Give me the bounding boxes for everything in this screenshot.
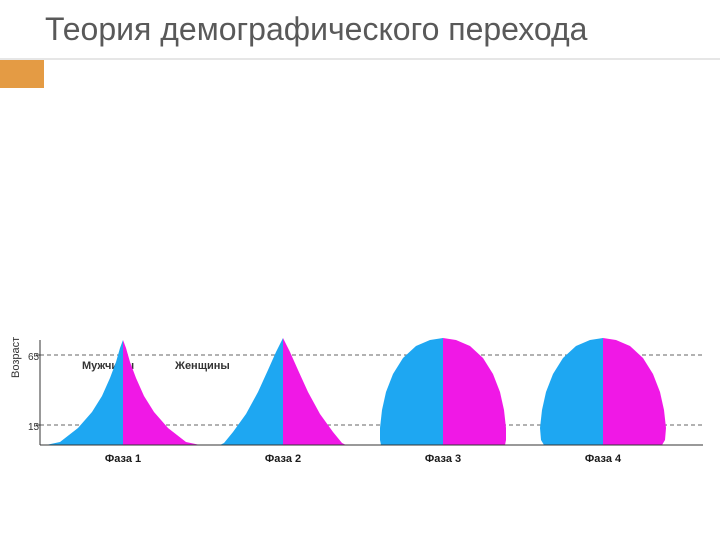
pyramid-chart [28, 330, 703, 500]
phase-label-2: Фаза 2 [223, 453, 343, 465]
y-axis-label: Возраст [10, 337, 22, 378]
page-title: Теория демографического перехода [45, 12, 720, 47]
phase-label-3: Фаза 3 [383, 453, 503, 465]
accent-block [0, 60, 44, 88]
title-underline [0, 58, 720, 60]
phase-label-4: Фаза 4 [543, 453, 663, 465]
phase-label-1: Фаза 1 [63, 453, 183, 465]
